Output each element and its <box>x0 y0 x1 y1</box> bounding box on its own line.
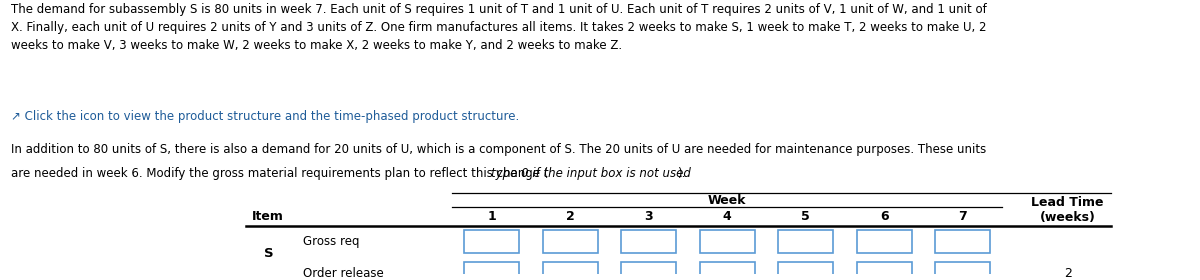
Bar <box>464 230 518 253</box>
Text: Gross req: Gross req <box>304 235 360 248</box>
Text: 2: 2 <box>1063 267 1072 280</box>
Text: 6: 6 <box>880 210 888 223</box>
Text: 4: 4 <box>722 210 732 223</box>
Text: In addition to 80 units of S, there is also a demand for 20 units of U, which is: In addition to 80 units of S, there is a… <box>12 143 986 155</box>
Text: 1: 1 <box>487 210 496 223</box>
Bar <box>464 262 518 280</box>
Text: Week: Week <box>708 193 746 207</box>
Text: 3: 3 <box>644 210 653 223</box>
Bar <box>700 230 755 253</box>
Text: S: S <box>264 247 274 260</box>
Bar <box>700 262 755 280</box>
Text: 5: 5 <box>802 210 810 223</box>
Text: Order release: Order release <box>304 267 384 280</box>
Bar <box>542 262 598 280</box>
Bar <box>857 262 912 280</box>
Bar <box>778 230 833 253</box>
Text: Lead Time
(weeks): Lead Time (weeks) <box>1032 196 1104 224</box>
Bar <box>778 262 833 280</box>
Text: The demand for subassembly S is 80 units in week 7. Each unit of S requires 1 un: The demand for subassembly S is 80 units… <box>12 3 988 52</box>
Bar <box>935 262 990 280</box>
Bar <box>622 230 676 253</box>
Text: ).: ). <box>677 167 685 180</box>
Text: Item: Item <box>252 210 283 223</box>
Text: ↗ Click the icon to view the product structure and the time-phased product struc: ↗ Click the icon to view the product str… <box>12 109 520 123</box>
Text: type 0 if the input box is not used: type 0 if the input box is not used <box>491 167 690 180</box>
Bar <box>935 230 990 253</box>
Text: are needed in week 6. Modify the gross material requirements plan to reflect thi: are needed in week 6. Modify the gross m… <box>12 167 548 180</box>
Bar <box>542 230 598 253</box>
Text: 2: 2 <box>565 210 575 223</box>
Bar <box>622 262 676 280</box>
Text: 7: 7 <box>959 210 967 223</box>
Bar <box>857 230 912 253</box>
